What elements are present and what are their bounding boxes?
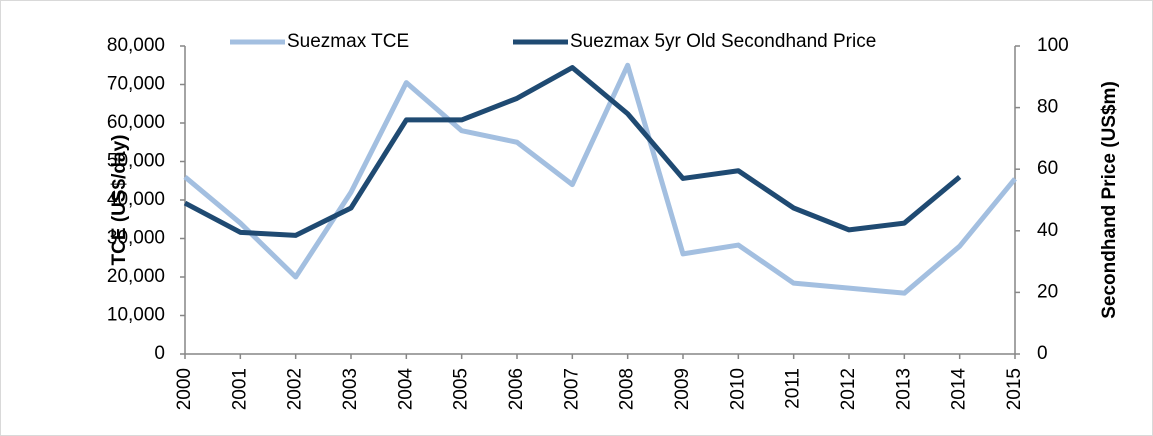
- y2-tick-label: 80: [1037, 97, 1058, 118]
- y2-axis-title: Secondhand Price (US$m): [1099, 81, 1120, 319]
- y2-tick-label: 20: [1037, 281, 1058, 302]
- x-tick-label: 2012: [838, 368, 859, 410]
- x-tick-label: 2006: [506, 368, 527, 410]
- x-tick-label: 2009: [672, 368, 693, 410]
- y-tick-label: 50,000: [107, 151, 165, 172]
- y2-tick-label: 0: [1037, 343, 1048, 364]
- series-line: [183, 65, 962, 238]
- y2-tick-label: 100: [1037, 35, 1069, 56]
- x-tick-label: 2013: [893, 368, 914, 410]
- y-tick-label: 40,000: [107, 189, 165, 210]
- y-tick-label: 60,000: [107, 112, 165, 133]
- x-tick-label: 2005: [451, 368, 472, 410]
- y2-tick-label: 60: [1037, 158, 1058, 179]
- y-tick-label: 20,000: [107, 266, 165, 287]
- x-tick-label: 2015: [1004, 368, 1025, 410]
- x-tick-label: 2001: [229, 368, 250, 410]
- x-tick-label: 2003: [340, 368, 361, 410]
- y-tick-label: 80,000: [107, 35, 165, 56]
- legend-label: Suezmax TCE: [287, 31, 409, 52]
- x-tick-label: 2008: [617, 368, 638, 410]
- y-tick-label: 0: [154, 343, 165, 364]
- x-tick-label: 2002: [285, 368, 306, 410]
- x-tick-label: 2011: [783, 368, 804, 409]
- y-tick-label: 10,000: [107, 305, 165, 326]
- y2-tick-label: 40: [1037, 220, 1058, 241]
- x-tick-label: 2000: [174, 368, 195, 410]
- x-tick-label: 2010: [727, 368, 748, 410]
- legend-label: Suezmax 5yr Old Secondhand Price: [570, 31, 876, 52]
- y-tick-label: 70,000: [107, 74, 165, 95]
- x-tick-label: 2007: [561, 368, 582, 410]
- series-line: [183, 62, 1017, 296]
- y-axis-title: TCE (US$/day): [109, 135, 130, 266]
- x-tick-label: 2014: [949, 368, 970, 411]
- x-tick-label: 2004: [395, 368, 416, 411]
- y-tick-label: 30,000: [107, 228, 165, 249]
